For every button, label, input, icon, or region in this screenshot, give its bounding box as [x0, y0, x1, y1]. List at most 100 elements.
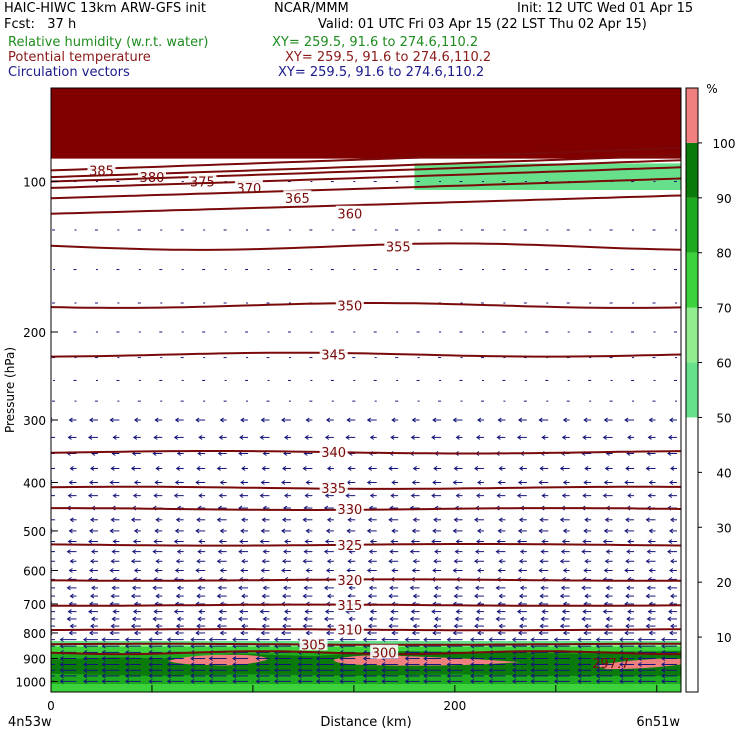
- wind-vector: [391, 480, 399, 485]
- wind-vector: [645, 623, 656, 629]
- wind-vector: [433, 517, 442, 523]
- wind-vector: [366, 480, 377, 485]
- wind-vector: [195, 480, 206, 485]
- wind-vector: [67, 493, 77, 499]
- wind-vector: [124, 662, 141, 667]
- colorbar-tick-label: 30: [716, 521, 731, 535]
- wind-vector: [217, 549, 227, 555]
- wind-vector: [624, 630, 635, 636]
- wind-vector: [133, 630, 141, 636]
- wind-vector: [297, 678, 313, 684]
- wind-vector: [584, 517, 592, 523]
- wind-vector: [455, 609, 463, 615]
- wind-vector: [452, 417, 463, 423]
- wind-vector: [91, 616, 98, 622]
- wind-vector: [668, 434, 677, 440]
- wind-vector: [388, 623, 399, 629]
- wind-vector: [619, 656, 635, 661]
- field-xy-vectors: XY= 259.5, 91.6 to 274.6,110.2: [278, 65, 485, 80]
- wind-vector: [404, 678, 420, 684]
- wind-vector: [133, 480, 141, 485]
- wind-vector: [498, 466, 506, 471]
- wind-vector: [173, 609, 184, 615]
- init-time: Init: 12 UTC Wed 01 Apr 15: [517, 1, 694, 16]
- wind-vector: [66, 549, 77, 555]
- theta-contour: [51, 642, 681, 646]
- theta-contour-label: 350: [337, 299, 362, 314]
- wind-vector: [530, 673, 549, 679]
- wind-vector: [389, 616, 399, 622]
- wind-vector: [219, 568, 227, 573]
- wind-vector: [646, 616, 656, 622]
- wind-vector: [637, 678, 656, 684]
- wind-vector: [538, 528, 549, 534]
- wind-vector: [661, 637, 677, 643]
- wind-vector: [423, 673, 442, 679]
- wind-vector: [434, 616, 442, 622]
- wind-vector: [605, 616, 613, 622]
- colorbar-tick-label: 90: [716, 192, 731, 206]
- wind-vector: [661, 673, 677, 679]
- wind-vector: [255, 656, 270, 661]
- wind-vector: [101, 673, 120, 679]
- wind-vector: [51, 669, 56, 671]
- wind-vector: [155, 558, 163, 564]
- wind-vector: [538, 630, 549, 636]
- theta-contour-label: 385: [89, 164, 114, 179]
- wind-vector: [391, 568, 399, 573]
- wind-vector: [195, 630, 206, 636]
- wind-vector: [595, 667, 613, 673]
- wind-vector: [516, 434, 527, 440]
- colorbar-band: [686, 362, 698, 418]
- wind-vector: [497, 417, 506, 423]
- wind-vector: [362, 662, 377, 667]
- wind-vector: [410, 539, 420, 544]
- wind-vector: [232, 662, 249, 667]
- wind-vector: [495, 549, 506, 555]
- wind-vector: [241, 623, 249, 629]
- wind-vector: [174, 528, 184, 534]
- wind-vector: [305, 630, 313, 636]
- wind-vector: [530, 662, 549, 667]
- wind-vector: [124, 656, 141, 661]
- wind-vector: [496, 609, 506, 615]
- wind-vector: [51, 625, 56, 627]
- field-xy-theta: XY= 259.5, 91.6 to 274.6,110.2: [285, 50, 492, 65]
- wind-vector: [368, 616, 377, 622]
- wind-vector: [553, 667, 570, 673]
- wind-vector: [260, 568, 270, 573]
- wind-vector: [627, 609, 635, 615]
- wind-vector: [196, 466, 206, 471]
- wind-vector: [110, 466, 120, 471]
- wind-vector: [530, 637, 549, 643]
- wind-vector: [470, 678, 484, 684]
- wind-vector: [208, 667, 227, 673]
- wind-vector: [326, 466, 334, 471]
- wind-vector: [562, 630, 570, 636]
- theta-contour-label: 310: [337, 624, 362, 639]
- wind-vector: [577, 656, 592, 661]
- wind-vector: [670, 466, 677, 471]
- theta-contour: [51, 650, 681, 656]
- wind-vector: [51, 435, 56, 440]
- wind-vector: [124, 667, 141, 673]
- wind-vector: [148, 656, 163, 661]
- colorbar-band: [686, 197, 698, 253]
- wind-vector: [518, 623, 527, 629]
- wind-vector: [110, 558, 120, 564]
- theta-contour: [51, 603, 681, 607]
- wind-vector: [367, 623, 377, 629]
- wind-vector: [153, 539, 163, 544]
- wind-vector: [519, 549, 527, 555]
- wind-vector: [190, 667, 206, 673]
- wind-vector: [661, 662, 677, 667]
- wind-vector: [388, 517, 399, 523]
- theta-contour: [51, 578, 681, 582]
- wind-vector: [339, 678, 356, 684]
- wind-vector: [302, 558, 313, 564]
- wind-vector: [381, 673, 399, 679]
- wind-vector: [326, 517, 334, 523]
- wind-vector: [581, 616, 592, 622]
- wind-vector: [154, 630, 163, 636]
- wind-vector: [626, 585, 635, 591]
